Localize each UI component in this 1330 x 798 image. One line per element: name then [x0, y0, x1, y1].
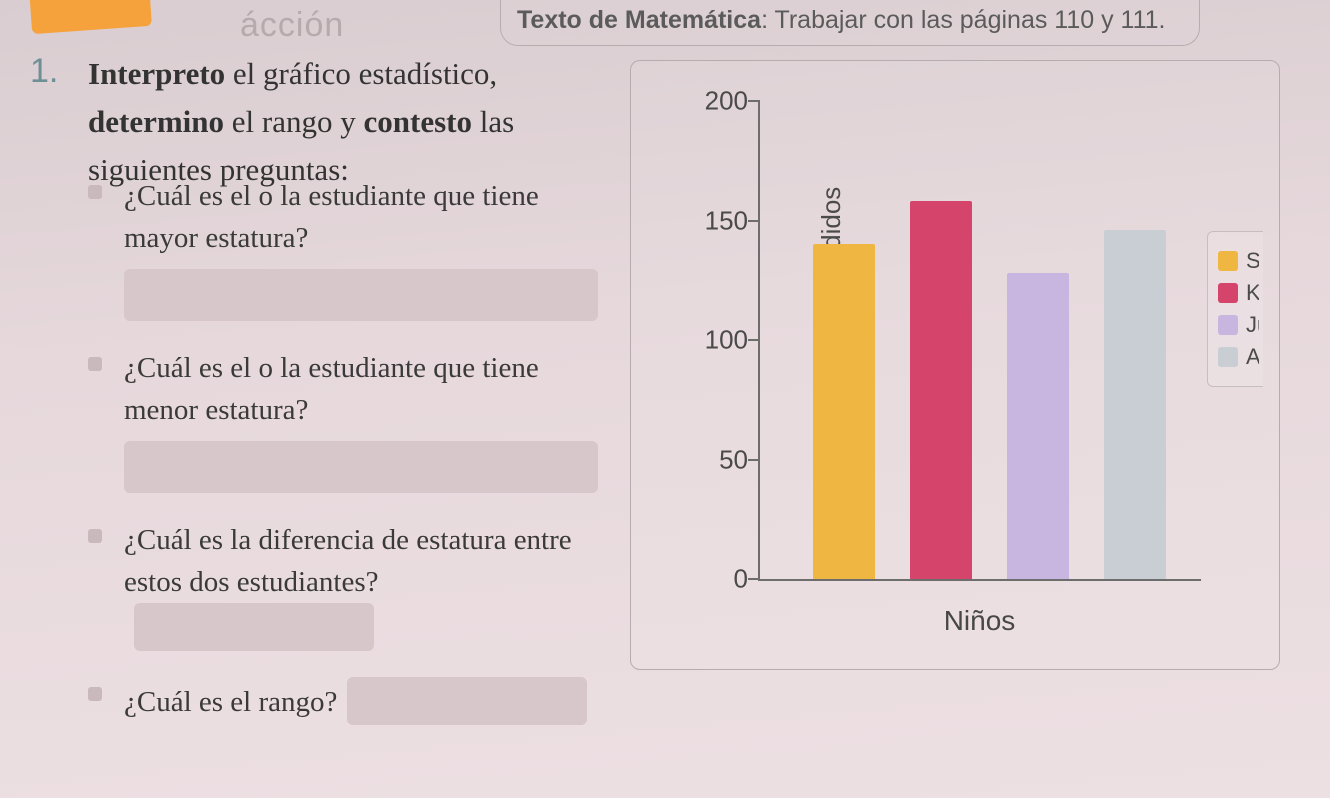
chart-bar: [813, 244, 875, 579]
answer-blank[interactable]: [347, 677, 587, 725]
page-reference-box: Texto de Matemática: Trabajar con las pá…: [500, 0, 1200, 46]
lead-text-1: el gráfico estadístico,: [225, 56, 497, 91]
chart-y-tick: [748, 220, 760, 222]
page-reference-text: : Trabajar con las páginas 110 y 111.: [761, 6, 1165, 34]
chart-bar: [1104, 230, 1166, 579]
chart-y-tick: [748, 339, 760, 341]
page-reference-title: Texto de Matemática: [517, 6, 761, 34]
legend-item: Ju: [1218, 312, 1259, 338]
question-bullet-icon: [88, 687, 102, 701]
answer-blank[interactable]: [124, 269, 598, 321]
chart-panel: Cantidad de vehículos vendidos 050100150…: [630, 60, 1280, 670]
lead-bold-3: contesto: [364, 104, 472, 139]
lead-bold-2: determino: [88, 104, 224, 139]
legend-item: Sa: [1218, 248, 1259, 274]
section-heading-fragment: ácción: [240, 6, 344, 45]
answer-blank[interactable]: [134, 603, 374, 651]
question-text: ¿Cuál es el o la estudiante que tiene me…: [124, 352, 539, 426]
legend-label: Ka: [1246, 280, 1259, 306]
chart-y-tick-label: 100: [698, 325, 748, 356]
legend-swatch-icon: [1218, 347, 1238, 367]
chart-y-tick-label: 150: [698, 205, 748, 236]
question-text: ¿Cuál es el o la estudiante que tiene ma…: [124, 180, 539, 254]
chart-y-tick: [748, 459, 760, 461]
exercise-number: 1.: [30, 52, 58, 91]
chart-y-tick: [748, 578, 760, 580]
question-item: ¿Cuál es el o la estudiante que tiene ma…: [88, 175, 598, 321]
section-color-tab: [28, 0, 152, 34]
chart-x-axis-label: Niños: [758, 605, 1201, 637]
legend-item: Ka: [1218, 280, 1259, 306]
chart-y-tick: [748, 100, 760, 102]
chart-legend: Sa Ka Ju A: [1207, 231, 1263, 387]
question-bullet-icon: [88, 529, 102, 543]
legend-swatch-icon: [1218, 251, 1238, 271]
legend-item: A: [1218, 344, 1259, 370]
chart-y-tick-label: 50: [698, 444, 748, 475]
question-list: ¿Cuál es el o la estudiante que tiene ma…: [88, 175, 598, 751]
answer-blank[interactable]: [124, 441, 598, 493]
question-text: ¿Cuál es la diferencia de estatura entre…: [124, 524, 572, 598]
chart-y-tick-label: 0: [698, 564, 748, 595]
legend-swatch-icon: [1218, 283, 1238, 303]
legend-swatch-icon: [1218, 315, 1238, 335]
chart-bar: [1007, 273, 1069, 579]
chart-plot-area: 050100150200: [758, 101, 1201, 581]
chart-inner: Cantidad de vehículos vendidos 050100150…: [653, 91, 1261, 651]
lead-bold-1: Interpreto: [88, 56, 225, 91]
question-item: ¿Cuál es el rango?: [88, 677, 598, 725]
chart-y-tick-label: 200: [698, 86, 748, 117]
legend-label: Sa: [1246, 248, 1259, 274]
legend-label: A: [1246, 344, 1259, 370]
question-bullet-icon: [88, 185, 102, 199]
lead-text-2: el rango y: [224, 104, 363, 139]
question-bullet-icon: [88, 357, 102, 371]
exercise-lead: Interpreto el gráfico estadístico, deter…: [88, 50, 608, 194]
legend-label: Ju: [1246, 312, 1259, 338]
chart-bar: [910, 201, 972, 579]
question-item: ¿Cuál es el o la estudiante que tiene me…: [88, 347, 598, 493]
question-item: ¿Cuál es la diferencia de estatura entre…: [88, 519, 598, 651]
question-text: ¿Cuál es el rango?: [124, 686, 337, 718]
